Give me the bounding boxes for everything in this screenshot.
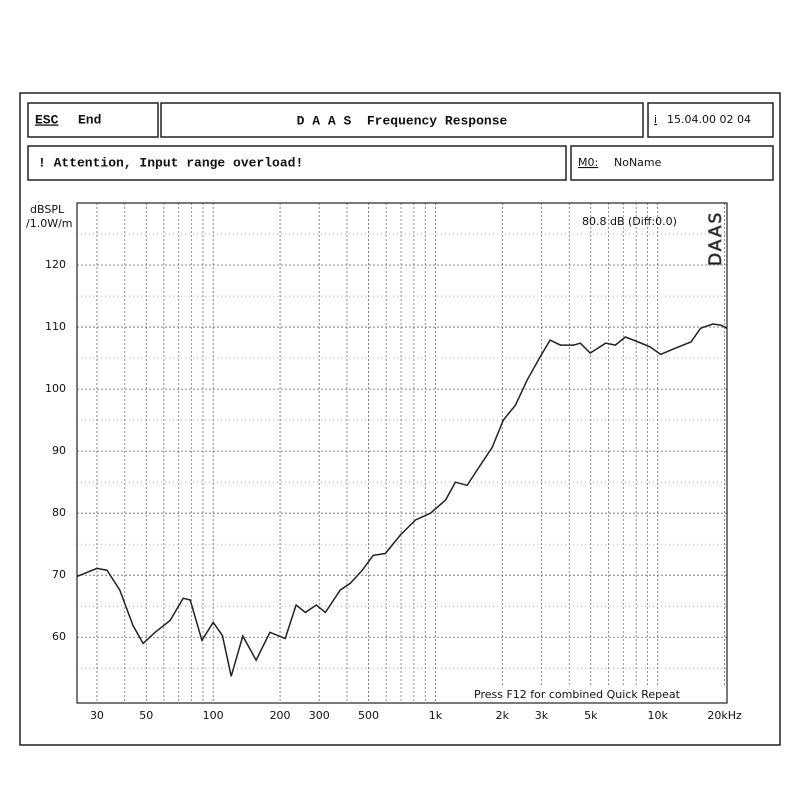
y-tick-label: 110 — [45, 320, 66, 333]
plot: 60 70 80 90 100 110 120 30 50 100 200 300 500 1k 2k 3k 5… — [26, 202, 742, 722]
x-tick-label: 500 — [358, 709, 379, 722]
x-tick-label: 200 — [270, 709, 291, 722]
y-tick-label: 60 — [52, 630, 66, 643]
x-tick-label: 50 — [139, 709, 153, 722]
x-tick-label: 100 — [203, 709, 224, 722]
response-curve — [76, 323, 728, 677]
x-tick-label: 1k — [429, 709, 443, 722]
esc-button[interactable] — [27, 102, 159, 138]
footer-note: Press F12 for combined Quick Repeat — [474, 688, 681, 701]
x-tick-label: 300 — [309, 709, 330, 722]
y-tick-label: 90 — [52, 444, 66, 457]
memory-box[interactable] — [570, 145, 774, 181]
x-tick-label: 5k — [584, 709, 598, 722]
x-tick-label: 30 — [90, 709, 104, 722]
plot-border — [76, 202, 728, 704]
y-tick-label: 80 — [52, 506, 66, 519]
window-frame — [19, 92, 781, 746]
logo: DAAS — [706, 211, 726, 266]
title: D A A S Frequency Response — [297, 113, 508, 128]
y-reference: /1.0W/m — [26, 217, 73, 230]
y-tick-label: 100 — [45, 382, 66, 395]
x-tick-label: 10k — [648, 709, 669, 722]
y-tick-label: 120 — [45, 258, 66, 271]
warning: ! Attention, Input range overload! — [38, 155, 303, 170]
esc-label[interactable]: End — [78, 112, 101, 127]
memory-key[interactable]: M0: — [578, 156, 598, 169]
datetime: 15.04.00 02 04 — [667, 113, 751, 126]
y-tick-label: 70 — [52, 568, 66, 581]
memory-name: NoName — [614, 156, 662, 169]
x-tick-label: 20kHz — [707, 709, 742, 722]
x-tick-label: 2k — [496, 709, 510, 722]
title-box — [160, 102, 644, 138]
info-box[interactable] — [647, 102, 774, 138]
x-tick-label: 3k — [535, 709, 549, 722]
y-unit: dBSPL — [30, 203, 65, 216]
footer-bg — [470, 687, 725, 701]
warning-box — [27, 145, 567, 181]
info-key[interactable]: i — [654, 113, 657, 126]
esc-key[interactable]: ESC — [35, 112, 59, 127]
level-annotation: 80.8 dB (Diff:0.0) — [582, 215, 677, 228]
